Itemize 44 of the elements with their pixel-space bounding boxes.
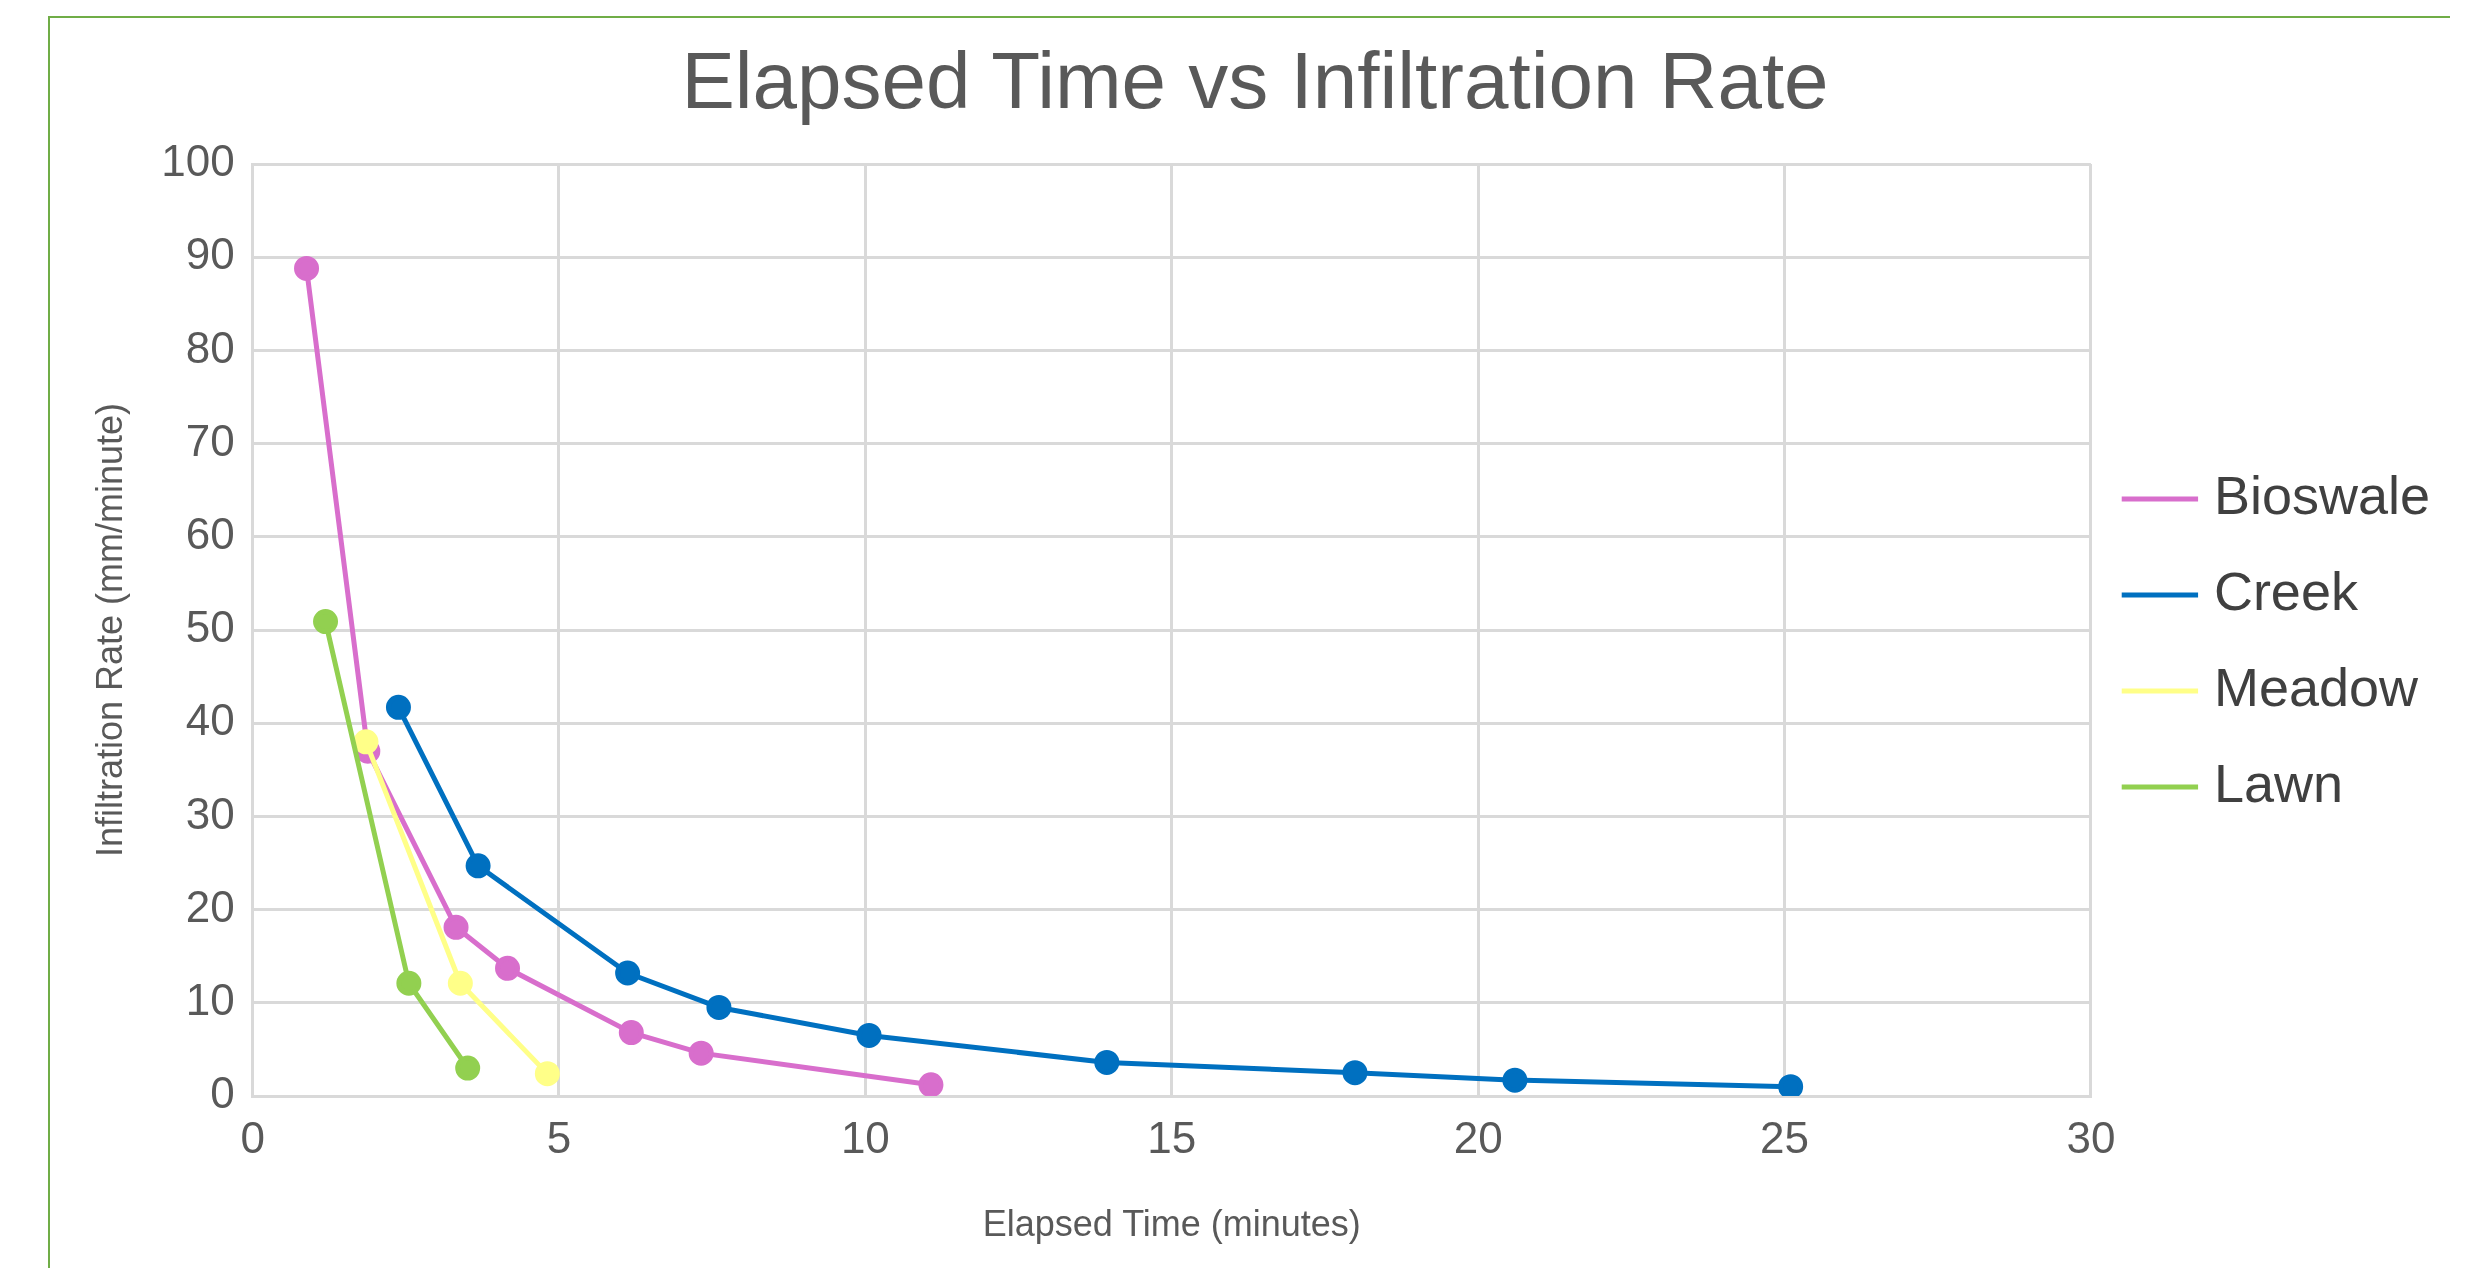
x-tick-label: 15 (1147, 1112, 1197, 1162)
point (465, 853, 491, 879)
y-tick-label: 80 (185, 322, 235, 372)
y-tick-label: 90 (185, 229, 235, 279)
x-tick-label: 5 (546, 1112, 572, 1162)
point (385, 694, 411, 720)
point (1502, 1067, 1528, 1093)
legend-label: Lawn (2213, 752, 2343, 813)
y-tick-label: 10 (185, 974, 235, 1024)
point (918, 1072, 944, 1096)
point (294, 255, 320, 281)
point (447, 970, 473, 996)
y-tick-label: 30 (185, 788, 235, 838)
legend-label: Meadow (2213, 656, 2420, 717)
point (313, 609, 339, 635)
x-tick-label: 20 (1453, 1112, 1503, 1162)
x-tick-label: 25 (1760, 1112, 1809, 1162)
point (706, 994, 732, 1020)
x-tick-label: 10 (840, 1112, 890, 1162)
legend-label: Bioswale (2213, 464, 2430, 525)
y-tick-label: 20 (185, 881, 235, 931)
y-tick-label: 50 (185, 602, 235, 652)
point (353, 729, 379, 755)
legend-label: Creek (2213, 560, 2359, 621)
y-tick-label: 100 (161, 136, 235, 186)
point (455, 1055, 481, 1081)
point (615, 960, 641, 986)
chart-title: Elapsed Time vs Infiltration Rate (681, 36, 1829, 126)
y-tick-label: 40 (185, 695, 235, 745)
point (618, 1020, 644, 1046)
point (856, 1022, 882, 1048)
y-tick-label: 0 (210, 1068, 235, 1118)
y-tick-label: 60 (185, 508, 235, 558)
point (396, 970, 422, 996)
point (1094, 1049, 1120, 1075)
x-axis-title: Elapsed Time (minutes) (982, 1203, 1361, 1245)
point (1342, 1060, 1368, 1086)
y-tick-label: 70 (185, 415, 235, 465)
x-tick-label: 30 (2066, 1112, 2116, 1162)
point (534, 1061, 560, 1087)
y-axis-title: Infiltration Rate (mm/minute) (88, 402, 130, 858)
point (688, 1040, 714, 1066)
point (443, 914, 469, 940)
point (495, 955, 521, 981)
